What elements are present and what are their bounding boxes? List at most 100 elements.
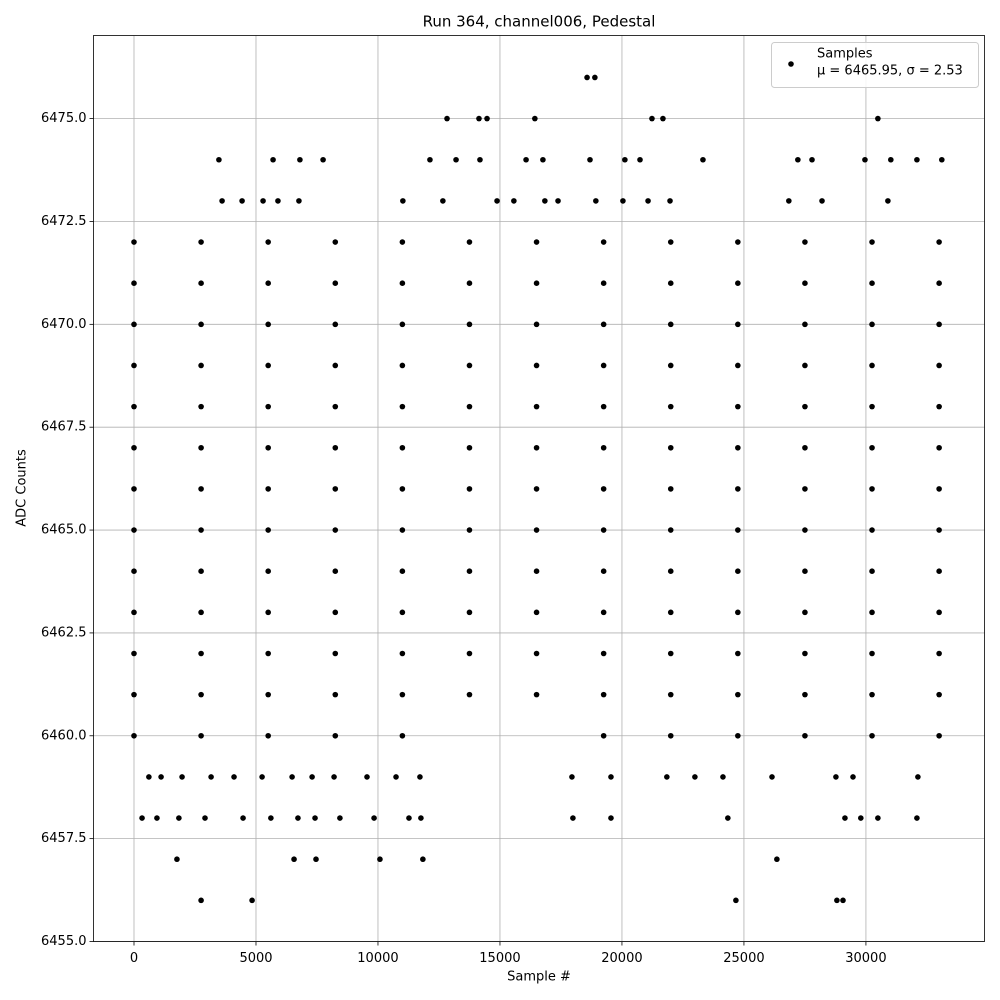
data-point bbox=[637, 156, 643, 163]
y-tick-label: 6457.5 bbox=[41, 831, 87, 846]
data-point bbox=[600, 362, 607, 369]
data-point bbox=[533, 609, 540, 616]
data-point bbox=[265, 321, 271, 328]
data-point bbox=[476, 115, 482, 122]
data-point bbox=[418, 815, 424, 821]
data-point bbox=[869, 568, 875, 575]
data-point bbox=[158, 774, 164, 780]
data-point bbox=[608, 815, 614, 821]
data-point bbox=[399, 609, 406, 616]
data-point bbox=[532, 115, 538, 122]
data-point bbox=[313, 856, 319, 863]
data-point bbox=[888, 156, 894, 163]
data-point bbox=[399, 403, 406, 410]
data-point bbox=[936, 239, 942, 245]
data-point bbox=[667, 650, 674, 657]
data-point bbox=[735, 280, 741, 286]
data-point bbox=[174, 856, 180, 863]
data-point bbox=[216, 156, 222, 163]
data-point bbox=[131, 609, 137, 616]
data-point bbox=[332, 321, 339, 328]
data-point bbox=[809, 156, 815, 163]
y-tick-label: 6467.5 bbox=[41, 420, 87, 435]
data-point bbox=[198, 403, 204, 410]
data-point bbox=[208, 774, 214, 780]
data-point bbox=[692, 774, 698, 780]
data-point bbox=[377, 856, 383, 863]
data-point bbox=[645, 198, 651, 204]
data-point bbox=[587, 156, 593, 163]
data-point bbox=[265, 568, 271, 575]
data-point bbox=[179, 774, 185, 780]
legend-note: μ = 6465.95, σ = 2.53 bbox=[817, 64, 963, 79]
data-point bbox=[802, 403, 808, 410]
data-point bbox=[131, 444, 137, 451]
data-point bbox=[265, 486, 271, 492]
data-point bbox=[936, 609, 942, 616]
data-point bbox=[453, 156, 459, 163]
data-point bbox=[885, 198, 891, 204]
data-point bbox=[869, 321, 875, 328]
data-point bbox=[131, 732, 137, 739]
data-point bbox=[332, 650, 339, 657]
data-point bbox=[466, 403, 473, 410]
data-point bbox=[265, 239, 271, 245]
data-point bbox=[667, 691, 674, 698]
data-point bbox=[533, 691, 540, 698]
points bbox=[131, 74, 945, 904]
data-point bbox=[296, 198, 302, 204]
data-point bbox=[600, 609, 607, 616]
chart-title: Run 364, channel006, Pedestal bbox=[423, 13, 656, 31]
data-point bbox=[466, 609, 473, 616]
data-point bbox=[533, 568, 540, 575]
legend-label: Samples bbox=[817, 47, 873, 62]
data-point bbox=[511, 198, 517, 204]
data-point bbox=[332, 568, 339, 575]
x-tick-label: 15000 bbox=[479, 951, 520, 966]
data-point bbox=[735, 403, 741, 410]
data-point bbox=[802, 732, 808, 739]
data-point bbox=[735, 239, 741, 245]
data-point bbox=[869, 691, 875, 698]
data-point bbox=[720, 774, 726, 780]
data-point bbox=[834, 897, 840, 904]
data-point bbox=[309, 774, 315, 780]
data-point bbox=[842, 815, 848, 821]
data-point bbox=[833, 774, 839, 780]
x-tick-label: 20000 bbox=[601, 951, 642, 966]
data-point bbox=[131, 527, 137, 533]
data-point bbox=[936, 362, 942, 369]
legend-marker bbox=[788, 61, 794, 67]
data-point bbox=[260, 198, 266, 204]
data-point bbox=[332, 732, 339, 739]
data-point bbox=[786, 198, 792, 204]
data-point bbox=[735, 444, 741, 451]
data-point bbox=[198, 486, 204, 492]
data-point bbox=[466, 444, 473, 451]
data-point bbox=[622, 156, 628, 163]
x-tick-label: 0 bbox=[130, 951, 138, 966]
y-tick-label: 6460.0 bbox=[41, 728, 87, 743]
data-point bbox=[332, 362, 339, 369]
data-point bbox=[268, 815, 274, 821]
data-point bbox=[533, 321, 540, 328]
grid: 0 5000 10000 15000 20000 25000 30000 6455.0 6457… bbox=[41, 35, 985, 966]
data-point bbox=[131, 486, 137, 492]
data-point bbox=[131, 568, 137, 575]
data-point bbox=[664, 774, 670, 780]
data-point bbox=[265, 650, 271, 657]
data-point bbox=[735, 609, 741, 616]
data-point bbox=[915, 774, 921, 780]
data-point bbox=[802, 527, 808, 533]
data-point bbox=[332, 609, 339, 616]
data-point bbox=[600, 321, 607, 328]
data-point bbox=[131, 691, 137, 698]
data-point bbox=[533, 527, 540, 533]
data-point bbox=[869, 609, 875, 616]
data-point bbox=[936, 486, 942, 492]
data-point bbox=[600, 444, 607, 451]
data-point bbox=[667, 568, 674, 575]
data-point bbox=[364, 774, 370, 780]
data-point bbox=[802, 650, 808, 657]
x-axis-label: Sample # bbox=[507, 970, 571, 985]
